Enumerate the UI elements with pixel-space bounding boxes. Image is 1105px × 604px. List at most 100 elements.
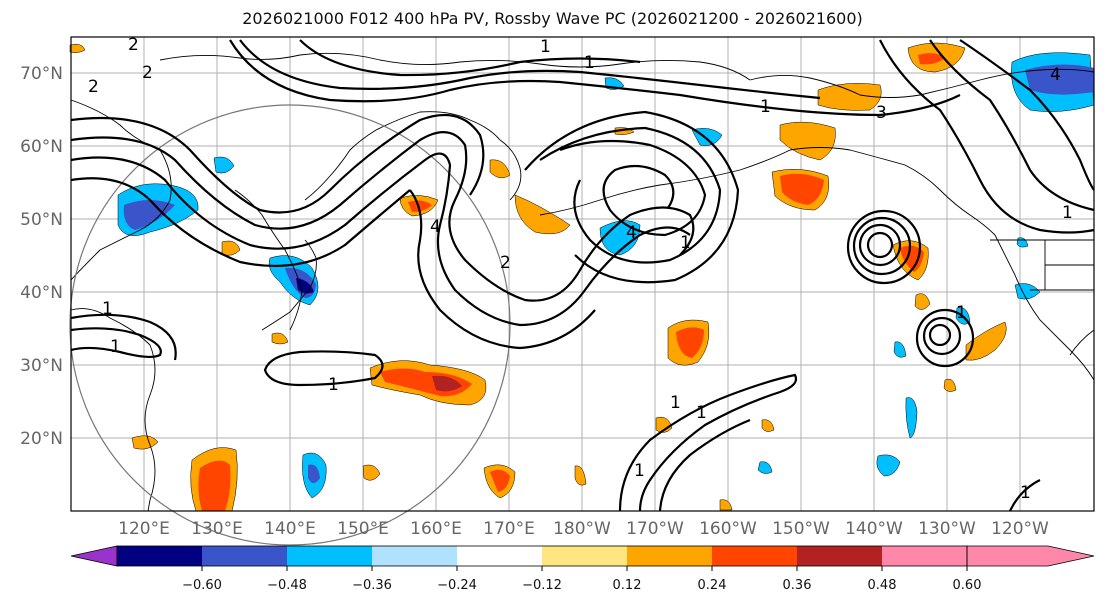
positive-anomaly-small-f	[914, 293, 931, 310]
positive-anomaly-okhotsk-core	[408, 200, 432, 212]
colorbar-right-extension	[966, 545, 1095, 567]
negative-anomaly-south-core	[308, 464, 320, 483]
map-frame	[70, 36, 1095, 512]
coastlines	[70, 52, 1095, 512]
contour-label: 2	[88, 77, 99, 97]
colorbar: −0.60 −0.48 −0.36 −0.24 −0.12 0.12 0.24 …	[70, 545, 1095, 593]
colorbar-segment	[202, 546, 287, 566]
colorbar-tick-label: −0.24	[437, 578, 477, 593]
contour-label: 4	[1050, 65, 1061, 85]
contour-label: 1	[634, 461, 645, 481]
lat-label: 50°N	[20, 210, 63, 230]
radius-circle	[69, 104, 511, 546]
pv-contours	[70, 39, 1095, 512]
colorbar-segment	[372, 546, 457, 566]
positive-anomaly-small-b	[362, 464, 381, 481]
colorbar-tick-label: −0.36	[352, 578, 392, 593]
colorbar-tick-label: −0.60	[182, 578, 222, 593]
contour-label: 1	[1020, 483, 1031, 503]
colorbar-tick-label: 0.48	[868, 578, 897, 593]
contour-label: 3	[876, 103, 887, 123]
colorbar-left-extension	[70, 545, 118, 567]
contour-labels: 2 2 2 1 1 1 1 1 3 4 4 2 1 1 1 1 1 1 4 1 …	[88, 35, 1073, 503]
contour-label: 1	[328, 375, 339, 395]
positive-anomaly-small-i	[271, 332, 289, 345]
colorbar-tick-label: 0.12	[613, 578, 642, 593]
colorbar-segment	[627, 546, 712, 566]
contour-label: 4	[430, 217, 441, 237]
positive-anomaly-south-a-core	[198, 460, 231, 511]
positive-anomaly-south-b-core	[490, 469, 510, 492]
positive-anomaly-small-d	[965, 321, 1007, 361]
lon-label: 140°E	[264, 519, 316, 539]
positive-anomaly-small-l	[719, 499, 733, 511]
colorbar-tick-label: 0.36	[783, 578, 812, 593]
negative-anomaly-small-d	[1014, 283, 1041, 300]
negative-anomaly-small-c	[213, 156, 235, 174]
colorbar-tick-label: 0.60	[953, 578, 982, 593]
colorbar-segment	[882, 546, 967, 566]
negative-anomaly-hawaii-east	[876, 454, 901, 477]
colorbar-segment	[117, 546, 202, 566]
lon-label: 160°E	[410, 519, 462, 539]
colorbar-segment	[287, 546, 372, 566]
contour-label: 1	[540, 37, 551, 57]
lon-label: 150°E	[337, 519, 389, 539]
colorbar-segment	[797, 546, 882, 566]
latitude-labels: 70°N 60°N 50°N 40°N 30°N 20°N	[20, 64, 63, 449]
positive-anomaly-small-m	[761, 419, 775, 432]
lat-label: 30°N	[20, 356, 63, 376]
positive-anomaly-small-c	[655, 416, 673, 433]
contour-label: 1	[584, 53, 595, 73]
lon-label: 170°W	[626, 519, 684, 539]
positive-anomaly-small-g	[943, 378, 957, 392]
lon-label: 150°W	[772, 519, 830, 539]
positive-anomaly-arctic-core	[918, 53, 945, 65]
contour-label: 2	[142, 63, 153, 83]
lon-label: 180°W	[553, 519, 611, 539]
negative-anomaly-japan-dark	[296, 278, 314, 294]
contour-label: 1	[110, 337, 121, 357]
colorbar-segment	[457, 546, 542, 566]
positive-anomaly-california-core	[900, 245, 924, 272]
contour-label: 1	[760, 97, 771, 117]
map-title: 2026021000 F012 400 hPa PV, Rossby Wave …	[242, 9, 863, 28]
positive-anomaly-mid-pacific-core	[676, 327, 704, 358]
positive-anomaly-bering	[817, 83, 882, 111]
lat-label: 70°N	[20, 64, 63, 84]
lon-label: 130°W	[918, 519, 976, 539]
lon-label: 130°E	[191, 519, 243, 539]
negative-anomaly-small-a	[905, 397, 918, 439]
lat-label: 40°N	[20, 283, 63, 303]
negative-anomaly-alaska-core	[1025, 64, 1094, 95]
negative-anomaly-asia-north-core	[123, 200, 175, 230]
lat-label: 60°N	[20, 137, 63, 157]
contour-label: 1	[102, 299, 113, 319]
contour-label: 4	[626, 223, 637, 243]
contour-label: 2	[128, 35, 139, 55]
positive-anomaly-small-h	[574, 465, 587, 486]
positive-anomaly-gulf-core	[780, 173, 824, 205]
lon-label: 170°E	[483, 519, 535, 539]
contour-label: 2	[500, 253, 511, 273]
lon-label: 160°W	[699, 519, 757, 539]
negative-anomaly-small-g	[757, 461, 773, 474]
contour-label: 1	[956, 303, 967, 323]
positive-anomaly-alaska-south	[779, 121, 836, 161]
colorbar-tick-label: −0.48	[267, 578, 307, 593]
lon-label: 120°W	[991, 519, 1049, 539]
colorbar-tick-label: 0.24	[698, 578, 727, 593]
lon-label: 140°W	[845, 519, 903, 539]
longitude-labels: 120°E 130°E 140°E 150°E 160°E 170°E 180°…	[118, 519, 1049, 539]
positive-anomaly-central-dark	[432, 375, 462, 392]
colorbar-segment	[542, 546, 627, 566]
positive-anomaly-small-k	[69, 43, 86, 53]
contour-label: 1	[670, 393, 681, 413]
positive-anomaly-small-a	[131, 435, 159, 450]
contour-label: 1	[696, 403, 707, 423]
lon-label: 120°E	[118, 519, 170, 539]
positive-anomaly-kamchatka-north	[489, 159, 511, 179]
lat-label: 20°N	[20, 429, 63, 449]
contour-label: 1	[680, 233, 691, 253]
